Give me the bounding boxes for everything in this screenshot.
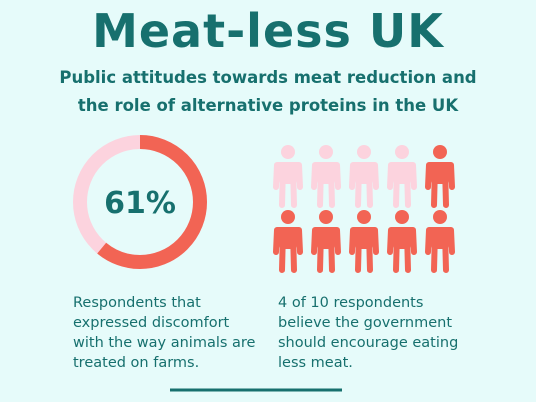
person-icon xyxy=(273,210,303,273)
person-icon xyxy=(425,145,455,208)
subtitle: Public attitudes towards meat reduction … xyxy=(59,68,477,115)
person-icon xyxy=(311,210,341,273)
person-icon xyxy=(311,145,341,208)
person-icon xyxy=(387,145,417,208)
donut-caption: Respondents that expressed discomfort wi… xyxy=(73,295,256,371)
person-icon xyxy=(425,210,455,273)
person-icon xyxy=(349,210,379,273)
person-icon xyxy=(273,145,303,208)
donut-label: 61% xyxy=(104,186,176,221)
pictogram-caption: 4 of 10 respondents believe the governme… xyxy=(278,295,459,371)
donut-arc xyxy=(73,135,207,269)
person-icon xyxy=(387,210,417,273)
title: Meat-less UK xyxy=(92,4,444,58)
person-icon xyxy=(349,145,379,208)
